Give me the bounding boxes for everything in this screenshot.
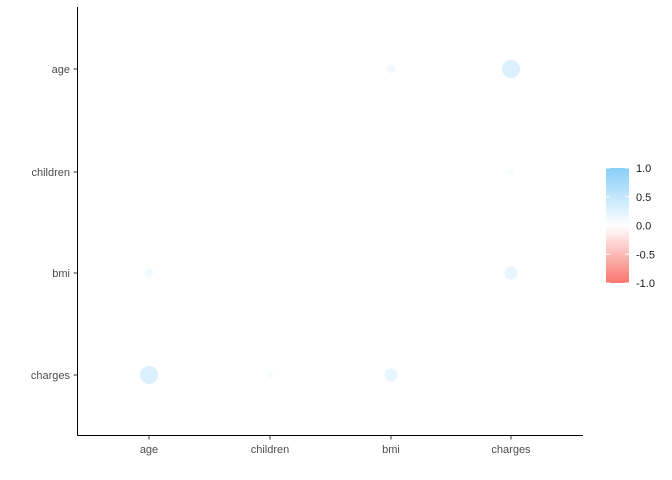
legend-label: 0.5 [636, 192, 651, 204]
y-tick-label: bmi [52, 268, 70, 280]
legend-colorbar [606, 168, 629, 283]
correlation-bubble [504, 266, 518, 280]
x-tick-label: charges [491, 444, 531, 456]
legend-label: 0.0 [636, 221, 651, 233]
x-tick-label: bmi [382, 444, 400, 456]
x-tick-label: children [251, 444, 290, 456]
legend-label: -0.5 [636, 249, 655, 261]
correlation-bubble [386, 64, 396, 74]
legend-ticks: 1.0 0.5 0.0 -0.5 -1.0 [606, 163, 655, 290]
correlation-bubble [144, 268, 154, 278]
legend-label: 1.0 [636, 163, 651, 175]
legend: 1.0 0.5 0.0 -0.5 -1.0 [606, 163, 655, 290]
y-tick-label: age [52, 64, 70, 76]
correlation-bubble [140, 366, 158, 384]
y-tick-label: children [31, 167, 70, 179]
plot-panel [77, 7, 583, 436]
x-tick-label: age [140, 444, 158, 456]
x-axis: age children bmi charges [140, 435, 531, 456]
y-tick-label: charges [31, 370, 71, 382]
y-axis: age children bmi charges [31, 64, 78, 382]
correlation-bubble [507, 168, 515, 176]
correlation-bubble [502, 60, 520, 78]
legend-label: -1.0 [636, 278, 655, 290]
bubble-layer [140, 60, 520, 384]
correlation-bubble [266, 371, 274, 379]
correlation-bubble [384, 368, 398, 382]
